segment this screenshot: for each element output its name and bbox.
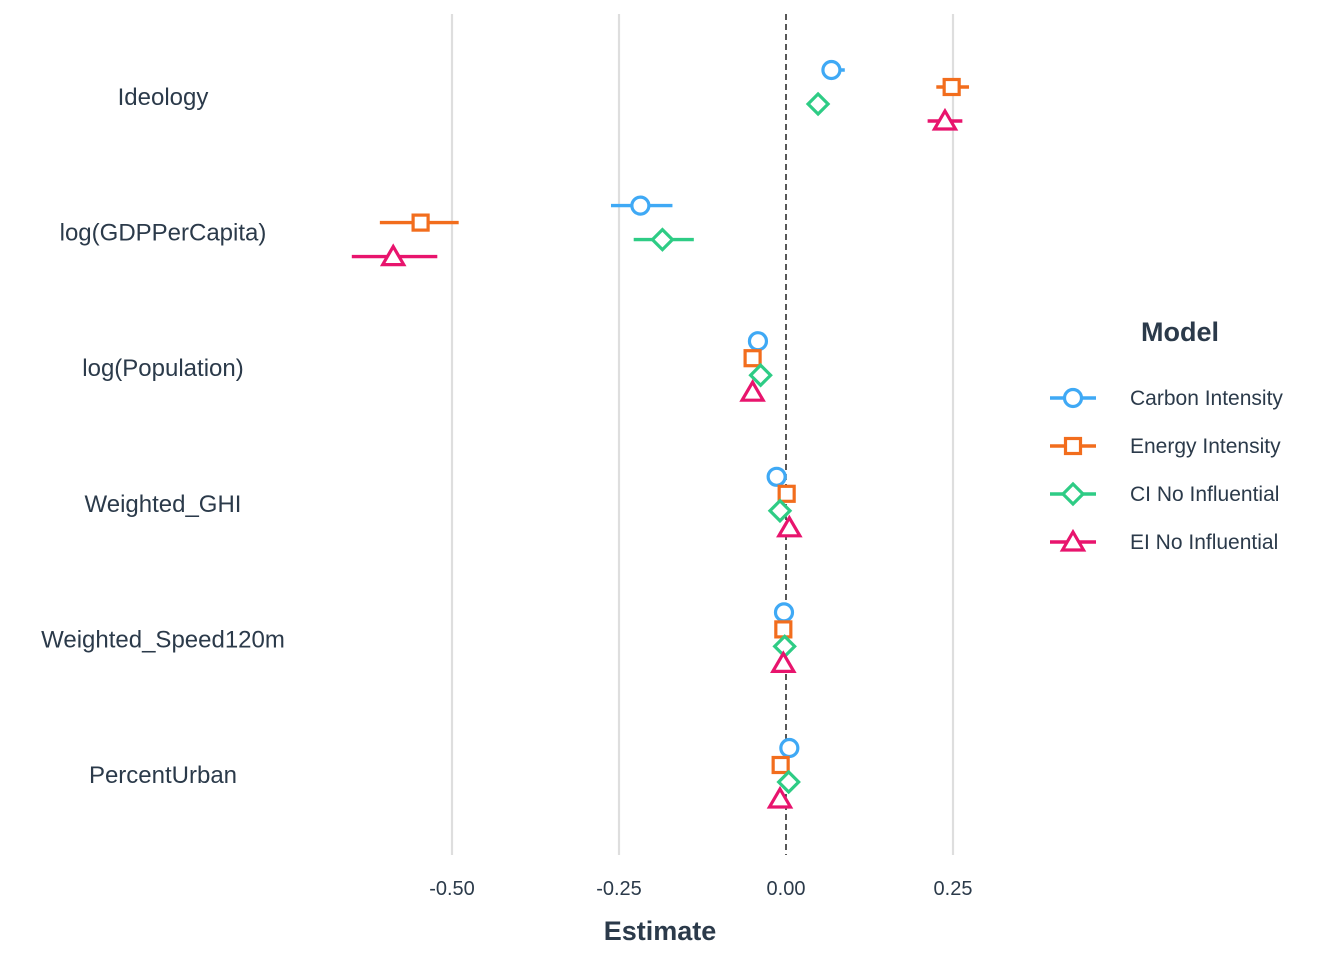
legend-item: Carbon Intensity [1050, 387, 1283, 410]
x-axis-ticks: -0.50 -0.25 0.00 0.25 [429, 878, 972, 900]
variable-label: PercentUrban [89, 762, 237, 789]
point-estimate [748, 362, 773, 388]
legend: Model Carbon Intensity Energy Intensity CI… [1050, 317, 1283, 554]
legend-item: CI No Influential [1050, 481, 1279, 507]
variable-label: Weighted_Speed120m [41, 626, 285, 653]
point-estimate [774, 620, 793, 639]
series-marks [351, 59, 970, 809]
point-estimate [630, 195, 651, 216]
point-estimate [942, 77, 961, 97]
point-estimate [771, 755, 790, 775]
variable-label: Ideology [118, 84, 209, 111]
point-estimate [777, 484, 796, 503]
point-estimate [779, 737, 800, 759]
legend-label: CI No Influential [1130, 483, 1279, 506]
x-tick-label: 0.25 [934, 878, 973, 900]
point-estimate [821, 59, 842, 81]
legend-label: EI No Influential [1130, 531, 1278, 554]
legend-title: Model [1141, 317, 1219, 347]
point-estimate [773, 602, 795, 623]
series-group [633, 91, 831, 795]
point-estimate [766, 466, 787, 487]
point-estimate [776, 514, 803, 538]
legend-item: Energy Intensity [1050, 435, 1281, 458]
point-estimate [411, 213, 430, 232]
legend-items: Carbon Intensity Energy Intensity CI No In… [1050, 387, 1283, 554]
legend-key-marker [1063, 436, 1083, 456]
point-estimate [379, 243, 407, 267]
series-group [351, 107, 963, 809]
point-estimate [743, 349, 762, 368]
x-axis-title: Estimate [604, 916, 717, 946]
variable-label: log(GDPPerCapita) [60, 220, 267, 247]
series-group [379, 77, 970, 775]
point-estimate [739, 379, 766, 402]
point-estimate [770, 650, 797, 674]
variable-labels: Ideology log(GDPPerCapita) log(Population)… [41, 84, 285, 789]
point-estimate [650, 227, 675, 252]
point-estimate [766, 785, 794, 809]
x-tick-label: 0.00 [767, 878, 806, 900]
point-estimate [805, 91, 831, 117]
legend-key-marker [1060, 481, 1086, 507]
x-tick-label: -0.50 [429, 878, 475, 900]
series-group [610, 59, 845, 759]
variable-label: log(Population) [82, 355, 243, 382]
legend-item: EI No Influential [1050, 528, 1278, 554]
point-estimate [767, 498, 793, 524]
point-estimate [931, 107, 959, 131]
legend-label: Energy Intensity [1130, 435, 1281, 458]
variable-label: Weighted_GHI [85, 491, 242, 518]
point-estimate [747, 331, 769, 352]
legend-key-marker [1062, 387, 1084, 409]
point-estimate [776, 769, 801, 795]
legend-key-marker [1059, 528, 1087, 552]
grid-lines [450, 14, 955, 855]
x-tick-label: -0.25 [596, 878, 642, 900]
legend-label: Carbon Intensity [1130, 387, 1283, 410]
